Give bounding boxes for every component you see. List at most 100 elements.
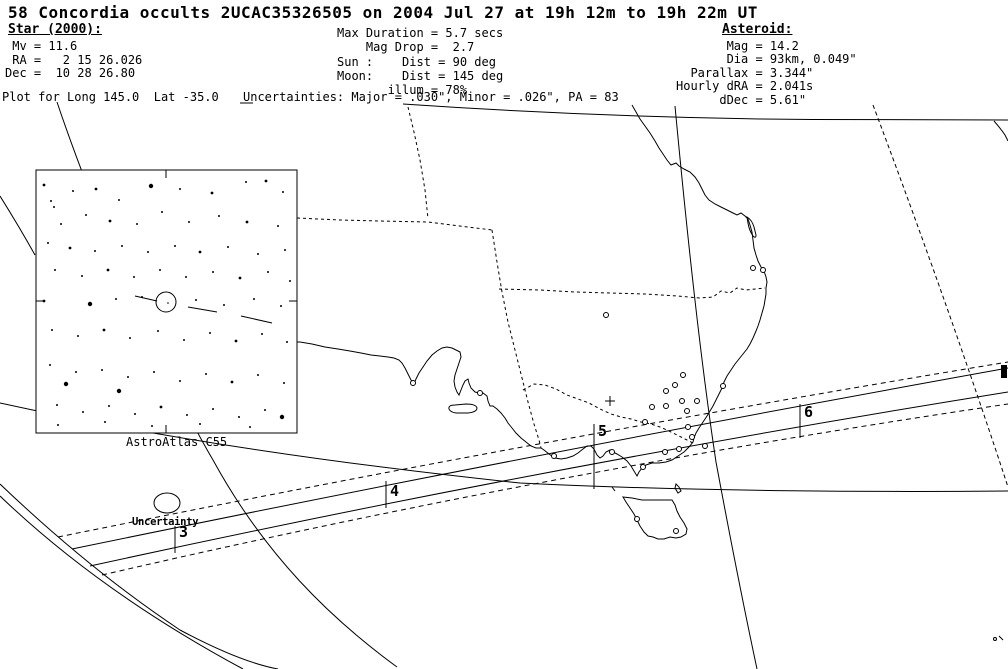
- star-dot: [161, 211, 163, 213]
- atlas-label: AstroAtlas C55: [126, 435, 228, 449]
- star-dot: [53, 206, 55, 208]
- uncertainty-label: Uncertainty: [132, 516, 199, 528]
- observer-site-marker: [720, 383, 726, 389]
- star-chart-inset: [35, 169, 298, 434]
- asteroid-section-heading: Asteroid:: [722, 22, 793, 37]
- star-dot: [63, 381, 69, 387]
- star-section-heading: Star (2000):: [8, 22, 102, 37]
- star-dot: [223, 304, 225, 306]
- star-dot: [148, 183, 154, 189]
- path-time-tick-label: 3: [179, 523, 188, 541]
- star-dot: [234, 339, 238, 343]
- star-dot: [284, 249, 286, 251]
- star-dot: [174, 245, 176, 247]
- star-dot: [212, 408, 214, 410]
- star-dot: [115, 298, 117, 300]
- asteroid-mag: Mag = 14.2: [676, 39, 799, 53]
- star-dot: [136, 223, 138, 225]
- star-dot: [210, 191, 214, 195]
- border-nt-qld: [407, 106, 429, 220]
- event-max-duration: Max Duration = 5.7 secs: [337, 26, 504, 40]
- star-dot: [129, 337, 131, 339]
- graticule-dashed-east: [872, 104, 1008, 488]
- graticule-vertical-east: [674, 105, 758, 669]
- path-tick-7-clipped: [1001, 365, 1007, 378]
- island-kangaroo: [448, 403, 478, 414]
- border-sa-141e: [491, 229, 542, 449]
- islet-southeast-2: [998, 635, 1004, 641]
- asteroid-track-segment: [134, 295, 158, 302]
- star-dot: [51, 329, 53, 331]
- asteroid-parallax: Parallax = 3.344": [676, 65, 814, 80]
- star-dot: [68, 246, 72, 250]
- border-vic-nsw-murray: [522, 383, 694, 444]
- star-dot: [289, 280, 291, 282]
- star-dot: [49, 364, 51, 366]
- star-dot: [157, 330, 159, 332]
- observer-site-marker: [694, 398, 700, 404]
- observer-site-marker: [634, 516, 640, 522]
- star-dot: [116, 388, 122, 394]
- star-ra: RA = 2 15 26.026: [5, 52, 143, 67]
- observer-site-marker: [603, 312, 609, 318]
- star-dot: [279, 414, 285, 420]
- star-dot: [108, 405, 110, 407]
- observer-site-marker: [551, 453, 557, 459]
- plot-center-marker: [605, 396, 615, 406]
- star-dot: [47, 242, 49, 244]
- observer-site-marker: [680, 372, 686, 378]
- observer-site-marker: [663, 403, 669, 409]
- star-dot: [106, 268, 110, 272]
- asteroid-track-segment: [187, 306, 218, 313]
- target-star-circle-shape: [155, 291, 177, 313]
- star-dot: [50, 200, 52, 202]
- observer-site-marker: [684, 408, 690, 414]
- graticule-top-line: [402, 103, 1008, 121]
- limit-curve-west-1: [0, 483, 279, 669]
- path-time-tick-label: 6: [804, 403, 813, 421]
- star-dot: [147, 251, 149, 253]
- coast-fragment-northeast: [993, 120, 1008, 142]
- island-flinders: [674, 483, 682, 494]
- star-dot: [159, 269, 161, 271]
- star-dot: [227, 246, 229, 248]
- star-dot: [188, 221, 190, 223]
- event-moon-illum: illum = 78%: [337, 83, 468, 98]
- event-mag-drop: Mag Drop = 2.7: [337, 40, 475, 55]
- star-dot: [267, 271, 269, 273]
- target-star-circle: [155, 291, 177, 313]
- observer-site-marker: [685, 424, 691, 430]
- star-dot: [81, 275, 83, 277]
- limit-curve-d: [0, 195, 36, 256]
- star-dot: [218, 215, 220, 217]
- star-dot: [282, 191, 284, 193]
- asteroid-track-segments: [134, 295, 273, 324]
- star-dot: [42, 299, 46, 303]
- star-field-dots: [42, 179, 291, 428]
- star-dot: [179, 380, 181, 382]
- observer-site-marker: [640, 464, 646, 470]
- page-title: 58 Concordia occults 2UCAC35326505 on 20…: [8, 3, 758, 22]
- uncertainty-ellipse-shape: [153, 492, 181, 514]
- star-dot: [75, 371, 77, 373]
- uncertainty-ellipse: [153, 492, 181, 514]
- observer-site-marker: [760, 267, 766, 273]
- observer-site-marker: [702, 443, 708, 449]
- star-dot: [183, 339, 185, 341]
- asteroid-ddec: dDec = 5.61": [676, 92, 807, 107]
- star-dot: [54, 269, 56, 271]
- island-king: [611, 486, 616, 492]
- star-dot: [198, 250, 202, 254]
- star-dot: [264, 179, 268, 183]
- observer-site-marker: [662, 449, 668, 455]
- asteroid-track-segment: [240, 315, 273, 324]
- plot-location-info: Plot for Long 145.0 Lat -35.0: [2, 90, 219, 104]
- star-dot: [87, 301, 93, 307]
- star-dot: [72, 190, 74, 192]
- occultation-path-lower-edge: [89, 391, 1008, 567]
- observer-site-marker: [676, 446, 682, 452]
- star-dot: [94, 187, 98, 191]
- star-dot: [101, 369, 103, 371]
- occultation-path-lower-uncertainty: [101, 403, 1008, 576]
